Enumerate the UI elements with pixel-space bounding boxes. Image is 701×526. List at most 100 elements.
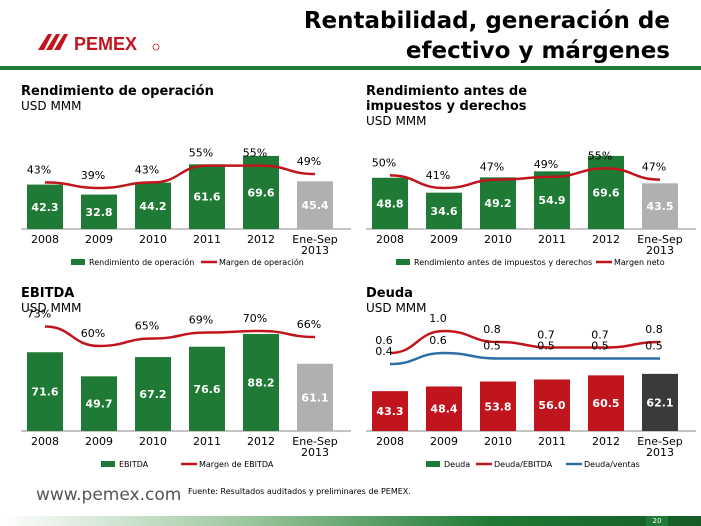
category-label: 2013 xyxy=(301,244,329,257)
category-label: 2010 xyxy=(484,435,512,448)
bar-value-label: 44.2 xyxy=(139,200,166,213)
legend-swatch xyxy=(71,259,85,265)
line-value-label: 66% xyxy=(297,318,321,331)
line-Deuda/ventas xyxy=(389,351,660,366)
line-value-label: 0.5 xyxy=(591,340,609,353)
line-value-label: 1.0 xyxy=(429,312,447,325)
category-label: 2008 xyxy=(376,233,404,246)
line-value-label: 0.4 xyxy=(375,345,393,358)
bar-2012 xyxy=(588,375,624,431)
bar-value-label: 69.6 xyxy=(592,186,619,199)
line-value-label: 55% xyxy=(588,149,612,162)
bar-value-label: 43.3 xyxy=(376,405,403,418)
line-value-label: 69% xyxy=(189,314,213,327)
line-value-label: 41% xyxy=(426,169,450,182)
category-label: 2008 xyxy=(31,435,59,448)
legend-label: Deuda xyxy=(444,460,470,469)
footer-url[interactable]: www.pemex.com xyxy=(36,485,182,505)
category-label: 2013 xyxy=(301,446,329,459)
line-value-label: 0.6 xyxy=(429,334,447,347)
legend-swatch xyxy=(426,461,440,467)
category-label: 2009 xyxy=(430,435,458,448)
legend-label: Rendimiento de operación xyxy=(89,257,194,267)
category-label: 2012 xyxy=(247,435,275,448)
line-value-label: 47% xyxy=(480,161,504,174)
bar-Ene-Sep xyxy=(642,183,678,229)
bar-value-label: 88.2 xyxy=(247,376,274,389)
bar-2012 xyxy=(243,333,279,431)
line-value-label: 0.7 xyxy=(591,329,609,342)
bar-2010 xyxy=(135,357,171,431)
legend-swatch xyxy=(396,259,410,265)
category-label: 2009 xyxy=(85,233,113,246)
chart-svg: 42.3 2008 32.8 2009 44.2 2010 61.6 2011 69.6 2012… xyxy=(21,147,351,267)
line-value-label: 65% xyxy=(135,320,159,333)
line-value-label: 73% xyxy=(27,308,51,321)
chart-subtitle: USD MMM xyxy=(366,301,427,315)
line-value-label: 70% xyxy=(243,312,267,325)
legend-label: Margen neto xyxy=(614,258,665,267)
legend-label: Margen de operación xyxy=(219,257,304,267)
category-label: 2009 xyxy=(430,233,458,246)
legend-label: Margen de EBITDA xyxy=(199,460,274,469)
legend-label: Rendimiento antes de impuestos y derecho… xyxy=(414,258,592,267)
line-Deuda/EBITDA xyxy=(389,329,661,355)
legend-swatch xyxy=(101,461,115,467)
category-label: 2010 xyxy=(139,435,167,448)
line-value-label: 43% xyxy=(27,163,51,176)
chart-panel-antes-impuestos: Rendimiento antes de impuestos y derecho… xyxy=(366,84,696,274)
bottom-bar xyxy=(0,516,701,526)
line-value-label: 0.8 xyxy=(483,323,501,336)
bar-2011 xyxy=(534,171,570,229)
line-value-label: 0.7 xyxy=(537,329,555,342)
legend-label: EBITDA xyxy=(119,460,149,469)
title-divider xyxy=(0,66,701,70)
line-value-label: 0.6 xyxy=(375,334,393,347)
bar-value-label: 45.4 xyxy=(301,199,328,212)
line-value-label: 0.5 xyxy=(483,340,501,353)
category-label: 2011 xyxy=(193,233,221,246)
bar-value-label: 76.6 xyxy=(193,383,220,396)
line-value-label: 55% xyxy=(243,147,267,160)
chart-panel-deuda: Deuda USD MMM 43.3 2008 48.4 2009 53.8 2010 56… xyxy=(366,286,696,476)
line-value-label: 49% xyxy=(297,155,321,168)
category-label: 2009 xyxy=(85,435,113,448)
page-number: 20 xyxy=(646,516,668,526)
bar-2011 xyxy=(534,379,570,431)
line-value-label: 49% xyxy=(534,158,558,171)
bar-Ene-Sep xyxy=(297,363,333,431)
category-label: Ene-Sep xyxy=(292,233,337,246)
line-value-label: 50% xyxy=(372,156,396,169)
line-value-label: 0.5 xyxy=(537,340,555,353)
logo-text: PEMEX xyxy=(74,34,137,54)
line-value-label: 55% xyxy=(189,147,213,160)
bar-value-label: 48.8 xyxy=(376,197,403,210)
bar-value-label: 56.0 xyxy=(538,399,565,412)
bar-2010 xyxy=(135,182,171,229)
category-label: 2008 xyxy=(376,435,404,448)
bar-value-label: 42.3 xyxy=(31,201,58,214)
page-title: Rentabilidad, generación de efectivo y m… xyxy=(303,8,670,64)
footer-source: Fuente: Resultados auditados y prelimina… xyxy=(188,487,411,496)
legend-label: Deuda/ventas xyxy=(584,460,640,469)
line-value-label: 60% xyxy=(81,327,105,340)
line-value-label: 43% xyxy=(135,163,159,176)
bar-value-label: 67.2 xyxy=(139,388,166,401)
bar-value-label: 32.8 xyxy=(85,206,112,219)
category-label: 2012 xyxy=(592,435,620,448)
legend-label: Deuda/EBITDA xyxy=(494,460,553,469)
line-value-label: 0.5 xyxy=(645,340,663,353)
bar-value-label: 54.9 xyxy=(538,194,565,207)
line-value-label: 39% xyxy=(81,169,105,182)
bar-2011 xyxy=(189,164,225,229)
bar-value-label: 69.6 xyxy=(247,186,274,199)
bar-2009 xyxy=(81,194,117,229)
bar-2012 xyxy=(243,155,279,229)
category-label: 2012 xyxy=(247,233,275,246)
chart-subtitle: USD MMM xyxy=(366,114,427,128)
bar-2009 xyxy=(426,386,462,431)
category-label: 2013 xyxy=(646,446,674,459)
bar-2008 xyxy=(372,177,408,229)
bar-2010 xyxy=(480,381,516,431)
bar-value-label: 53.8 xyxy=(484,400,511,413)
